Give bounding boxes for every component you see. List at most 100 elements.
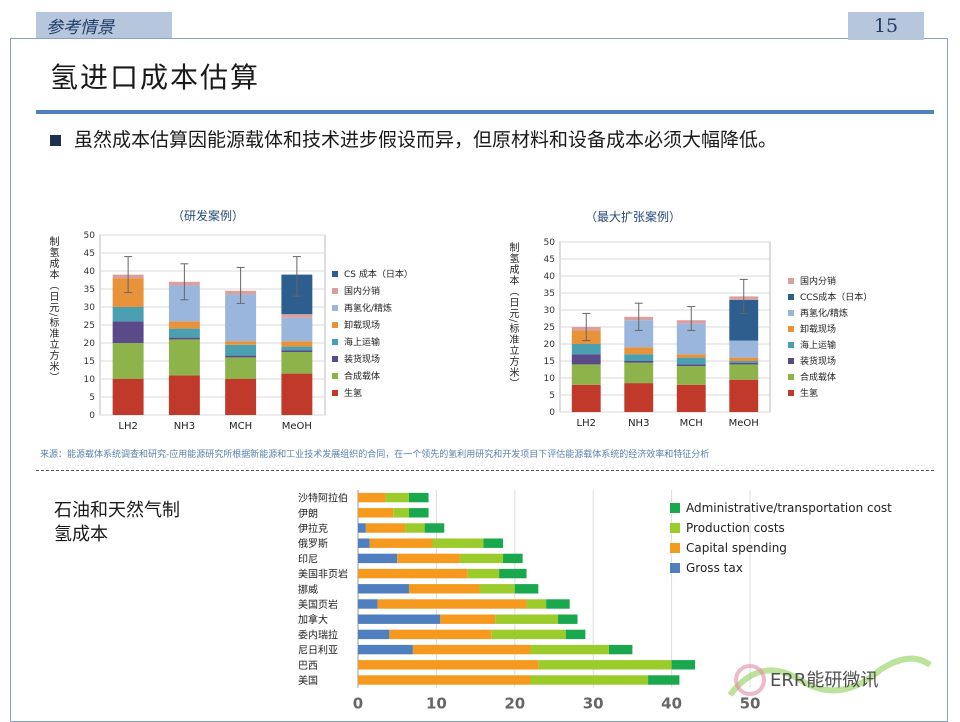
y-tick-label: 美国页岩 (298, 598, 338, 611)
legend-swatch (788, 278, 794, 284)
legend-label: 生氢 (800, 387, 818, 399)
legend-swatch (788, 358, 794, 364)
legend-label: 合成载体 (344, 370, 380, 382)
bar-segment (479, 584, 515, 594)
y-tick-label: 俄罗斯 (298, 537, 328, 550)
y-tick-label: 美国 (298, 674, 318, 687)
bar-segment (358, 523, 366, 533)
bar-segment (358, 599, 378, 609)
y-tick-label: 50 (544, 238, 556, 248)
x-tick-label: 20 (504, 695, 525, 713)
y-tick-label: 伊朗 (298, 508, 318, 520)
bar-segment (624, 361, 654, 363)
bar-segment (358, 629, 390, 640)
bar-segment (358, 644, 413, 655)
legend-swatch (332, 271, 338, 277)
legend-swatch (670, 523, 680, 533)
bar-segment (389, 629, 492, 640)
bar-segment (483, 538, 504, 548)
bar-segment (281, 352, 313, 374)
bottom-section-title: 石油和天然气制氢成本 (54, 500, 180, 545)
y-tick-label: 45 (84, 249, 95, 259)
bar-segment (491, 629, 566, 640)
chart-rd-case: 0 5 10 15 20 25 30 35 40 45 50 LH2 NH3 MCH MeOH CS 成本（日… (84, 231, 413, 432)
section-divider (36, 470, 934, 471)
y-tick-label: 20 (84, 339, 96, 349)
bar-segment (385, 492, 409, 503)
bar-segment (571, 354, 601, 365)
bar-segment (358, 492, 386, 503)
bullet-square-icon (50, 135, 61, 146)
legend-label: Gross tax (686, 561, 743, 575)
x-tick-label: 30 (583, 695, 604, 713)
bar-segment (225, 344, 257, 356)
y-tick-label: 40 (544, 272, 556, 282)
y-tick-label: 5 (89, 393, 95, 403)
bar-segment (112, 307, 144, 322)
legend-swatch (332, 322, 338, 328)
legend-label: 国内分销 (344, 285, 380, 297)
chart-max-expansion-case: 0 5 10 15 20 25 30 35 40 45 50 LH2 NH3 MCH MeOH 国内分销 CCS… (544, 238, 873, 429)
x-tick-label: 10 (426, 695, 447, 713)
y-tick-label: 0 (89, 411, 95, 421)
legend-label: 海上运输 (800, 339, 836, 351)
bullet-text: 虽然成本估算因能源载体和技术进步假设而异，但原材料和设备成本必须大幅降低。 (74, 129, 778, 151)
legend-label: 再氢化/精炼 (800, 307, 848, 319)
bar-segment (358, 614, 441, 624)
x-tick-label: 40 (661, 695, 682, 713)
page-number: 15 (848, 12, 924, 40)
bar-segment (168, 337, 200, 340)
legend-label: 装货现场 (344, 353, 380, 365)
bar-segment (281, 317, 313, 342)
bar-segment (676, 354, 706, 358)
legend-swatch (332, 373, 338, 379)
bar-segment (503, 553, 523, 564)
bar-segment (676, 384, 706, 412)
chart1-ylabel: 制氢成本（日元/标准立方米） (47, 236, 58, 384)
legend-swatch (332, 356, 338, 362)
legend-swatch (788, 294, 794, 300)
bar-segment (729, 364, 759, 380)
bar-segment (440, 614, 496, 624)
x-tick-label: LH2 (577, 418, 596, 429)
y-tick-label: 美国非页岩 (298, 568, 348, 581)
bar-segment (671, 660, 696, 670)
legend-swatch (788, 390, 794, 396)
y-tick-label: 巴西 (298, 660, 318, 672)
bar-segment (281, 350, 313, 352)
chart-oil-gas-cost: 0 10 20 30 40 50 沙特阿拉伯伊朗伊拉克俄罗斯印尼美国非页岩挪威美国页岩加拿大… (298, 490, 892, 713)
bar-segment (112, 321, 144, 343)
y-tick-label: 尼日利亚 (298, 645, 338, 657)
bar-segment (377, 599, 527, 609)
legend-swatch (788, 310, 794, 316)
bar-segment (557, 614, 578, 624)
bar-segment (624, 354, 654, 361)
bar-segment (729, 357, 759, 361)
y-tick-label: 30 (84, 303, 96, 313)
chart2-title: （最大扩张案例） (585, 210, 682, 224)
legend-label: Administrative/transportation cost (686, 501, 892, 515)
x-tick-label: 50 (740, 695, 761, 713)
bar-segment (408, 492, 429, 503)
bar-segment (546, 599, 570, 609)
bar-segment (729, 362, 759, 365)
bar-segment (526, 599, 547, 609)
y-tick-label: 45 (544, 255, 555, 265)
bar-segment (676, 364, 706, 367)
watermark-text: ERR能研微讯 (770, 670, 879, 691)
bar-segment (538, 660, 672, 670)
bar-segment (571, 364, 601, 385)
bar-segment (281, 341, 313, 347)
bar-segment (225, 379, 257, 415)
x-tick-label: NH3 (174, 421, 195, 432)
bar-segment (358, 508, 394, 518)
y-tick-label: 30 (544, 306, 556, 316)
y-tick-label: 委内瑞拉 (298, 628, 338, 641)
chart1-title: （研发案例） (172, 209, 245, 223)
bar-segment (729, 361, 759, 363)
legend-swatch (788, 374, 794, 380)
y-tick-label: 20 (544, 340, 556, 350)
bar-segment (358, 553, 398, 564)
bar-segment (676, 366, 706, 385)
bar-segment (424, 523, 445, 533)
